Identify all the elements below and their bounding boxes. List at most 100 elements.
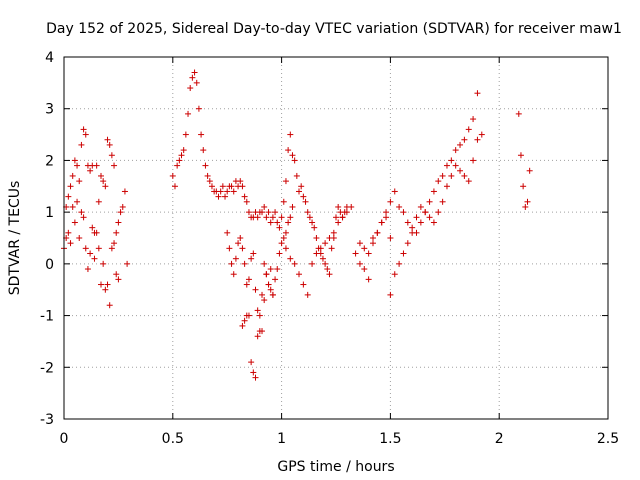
- data-point: [248, 255, 255, 262]
- data-point: [335, 203, 342, 210]
- data-point: [343, 209, 350, 216]
- data-point: [104, 136, 111, 143]
- data-point: [204, 172, 211, 179]
- data-point: [452, 147, 459, 154]
- x-tick-label: 2: [495, 431, 504, 447]
- data-point: [106, 302, 113, 309]
- data-point: [291, 260, 298, 267]
- data-point: [217, 188, 224, 195]
- data-point: [245, 209, 252, 216]
- data-point: [452, 162, 459, 169]
- data-point: [263, 271, 270, 278]
- data-point: [365, 276, 372, 283]
- data-point: [200, 147, 207, 154]
- x-axis-label: GPS time / hours: [277, 459, 394, 475]
- data-point: [400, 250, 407, 257]
- data-point: [300, 281, 307, 288]
- data-point: [374, 229, 381, 236]
- data-point: [298, 183, 305, 190]
- data-point: [470, 157, 477, 164]
- x-tick-label: 2.5: [597, 431, 619, 447]
- data-point: [252, 286, 259, 293]
- data-point: [115, 276, 122, 283]
- data-point: [65, 193, 72, 200]
- data-point: [256, 328, 263, 335]
- data-point: [245, 312, 252, 319]
- data-point: [237, 235, 244, 241]
- data-point: [91, 255, 98, 262]
- data-point: [333, 214, 339, 221]
- data-point: [309, 260, 316, 267]
- data-point: [330, 229, 337, 236]
- data-point: [302, 198, 309, 205]
- data-point: [241, 193, 248, 200]
- data-point: [97, 281, 104, 288]
- data-point: [232, 255, 239, 262]
- data-point: [195, 105, 202, 112]
- plot-frame: [63, 56, 609, 420]
- data-point: [365, 250, 372, 257]
- data-point: [259, 209, 266, 216]
- data-point: [71, 219, 78, 226]
- data-point: [215, 193, 222, 200]
- data-point: [291, 157, 298, 164]
- data-point: [254, 333, 261, 340]
- data-point: [439, 198, 446, 205]
- data-point: [287, 214, 294, 221]
- data-point: [65, 229, 72, 236]
- data-point: [474, 136, 481, 143]
- data-point: [187, 85, 194, 92]
- data-point: [117, 209, 124, 216]
- data-point: [409, 224, 416, 231]
- data-point: [191, 69, 198, 76]
- data-point: [102, 183, 109, 190]
- data-point: [280, 198, 287, 205]
- data-point: [113, 271, 120, 278]
- data-point: [276, 250, 283, 257]
- data-point: [219, 183, 226, 190]
- data-point: [67, 183, 74, 190]
- data-point: [93, 229, 100, 236]
- data-point: [417, 203, 424, 210]
- data-point: [84, 266, 91, 273]
- data-point: [439, 172, 446, 179]
- data-point: [243, 281, 250, 288]
- data-point: [230, 271, 237, 278]
- data-point: [515, 110, 522, 117]
- data-point: [391, 188, 398, 195]
- data-point: [326, 235, 333, 241]
- data-point: [520, 183, 527, 190]
- data-point: [326, 271, 333, 278]
- data-point: [387, 235, 394, 241]
- data-point: [461, 136, 468, 143]
- data-point: [522, 203, 529, 210]
- data-point: [239, 322, 246, 329]
- data-point: [263, 214, 270, 221]
- data-point: [235, 240, 242, 247]
- data-point: [267, 266, 274, 273]
- data-point: [111, 162, 118, 169]
- data-point: [272, 209, 279, 216]
- data-point: [435, 209, 442, 216]
- data-point: [396, 260, 403, 267]
- data-point: [250, 250, 257, 257]
- data-point: [102, 286, 109, 293]
- data-point: [267, 219, 274, 226]
- data-point: [82, 131, 89, 138]
- y-tick-label: 4: [45, 50, 54, 66]
- data-point: [404, 219, 411, 226]
- data-point: [69, 203, 76, 210]
- data-point: [193, 79, 200, 86]
- y-axis-ticks: -3 -2 -1 0 1 2 3 4: [40, 50, 608, 428]
- data-point: [76, 178, 83, 185]
- data-point: [176, 157, 183, 164]
- data-point: [182, 131, 189, 138]
- data-point: [208, 183, 215, 190]
- data-point: [313, 235, 320, 241]
- data-point: [409, 229, 416, 236]
- data-point: [269, 214, 276, 221]
- data-point: [317, 245, 324, 252]
- data-point: [245, 276, 252, 283]
- data-point: [322, 260, 329, 267]
